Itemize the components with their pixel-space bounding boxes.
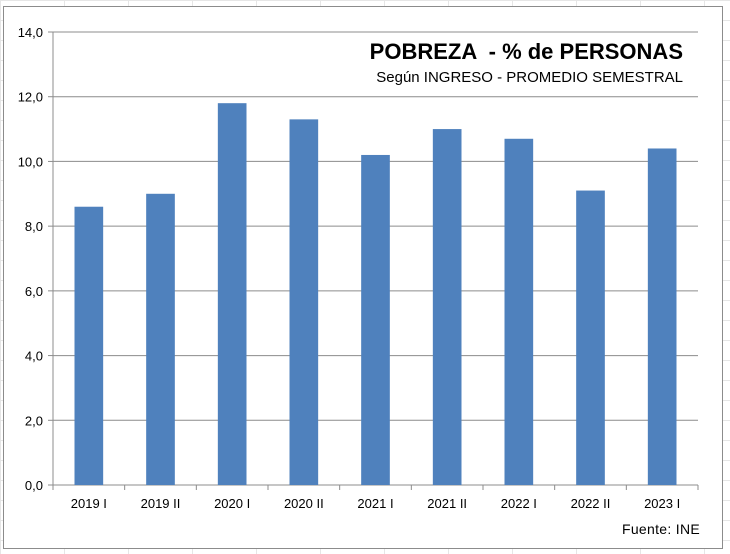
x-tick-label: 2022 I	[501, 496, 537, 511]
x-tick-label: 2023 I	[644, 496, 680, 511]
x-tick-label: 2021 I	[357, 496, 393, 511]
bar	[432, 129, 462, 486]
y-tick-label: 14,0	[18, 25, 43, 40]
y-tick-label: 4,0	[25, 349, 43, 364]
bar	[146, 193, 175, 486]
y-tick-label: 0,0	[25, 478, 43, 493]
chart-source: Fuente: INE	[621, 521, 700, 537]
y-tick-label: 6,0	[25, 284, 43, 299]
x-tick-label: 2021 II	[427, 496, 467, 511]
chart-subtitle: Según INGRESO - PROMEDIO SEMESTRAL	[376, 69, 683, 86]
bar	[504, 138, 534, 485]
x-tick-label: 2020 I	[214, 496, 250, 511]
x-tick-label: 2022 II	[571, 496, 611, 511]
bar	[74, 206, 104, 485]
x-tick-label: 2019 I	[71, 496, 107, 511]
y-tick-label: 8,0	[25, 219, 43, 234]
x-tick-label: 2019 II	[141, 496, 181, 511]
y-tick-label: 2,0	[25, 413, 43, 428]
bar	[576, 190, 605, 486]
bar	[361, 154, 390, 485]
y-tick-label: 10,0	[18, 154, 43, 169]
chart-title: POBREZA - % de PERSONAS	[369, 39, 683, 64]
x-tick-label: 2020 II	[284, 496, 324, 511]
bar	[217, 103, 247, 485]
y-tick-label: 12,0	[18, 90, 43, 105]
bar	[289, 119, 319, 485]
bar	[647, 148, 677, 485]
